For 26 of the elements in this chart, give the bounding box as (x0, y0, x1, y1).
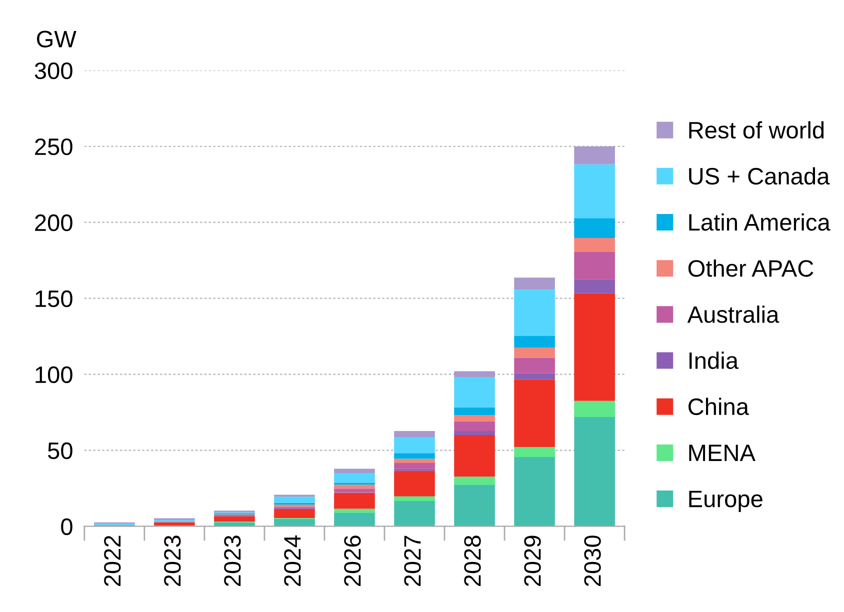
y-tick-label: 0 (61, 518, 72, 536)
x-tick-label: 2029 (524, 536, 541, 586)
x-tick-label: 2022 (104, 536, 121, 586)
legend-label: India (689, 352, 739, 370)
y-tick-label: 300 (34, 62, 72, 80)
y-axis-title: GW (36, 30, 76, 48)
y-tick-label: 250 (35, 138, 72, 156)
x-tick-label: 2023 (224, 536, 241, 586)
y-tick-label: 200 (35, 214, 72, 232)
legend-label: Latin America (689, 213, 830, 231)
legend-label: MENA (689, 444, 756, 461)
x-tick-label: 2028 (464, 536, 481, 586)
x-tick-label: 2023 (164, 536, 181, 586)
legend-label: China (688, 398, 749, 416)
x-tick-label: 2027 (404, 536, 421, 586)
y-tick-label: 150 (36, 290, 72, 308)
x-tick-label: 2024 (284, 535, 301, 586)
x-tick-label: 2030 (584, 536, 601, 586)
y-tick-label: 100 (36, 366, 72, 384)
legend-label: Australia (687, 306, 780, 323)
x-tick-label: 2026 (344, 536, 361, 586)
legend-label: Rest of world (689, 121, 824, 139)
legend-label: Europe (689, 490, 762, 512)
y-tick-label: 50 (48, 442, 72, 460)
legend-label: US + Canada (689, 167, 830, 185)
legend-label: Other APAC (688, 259, 814, 277)
